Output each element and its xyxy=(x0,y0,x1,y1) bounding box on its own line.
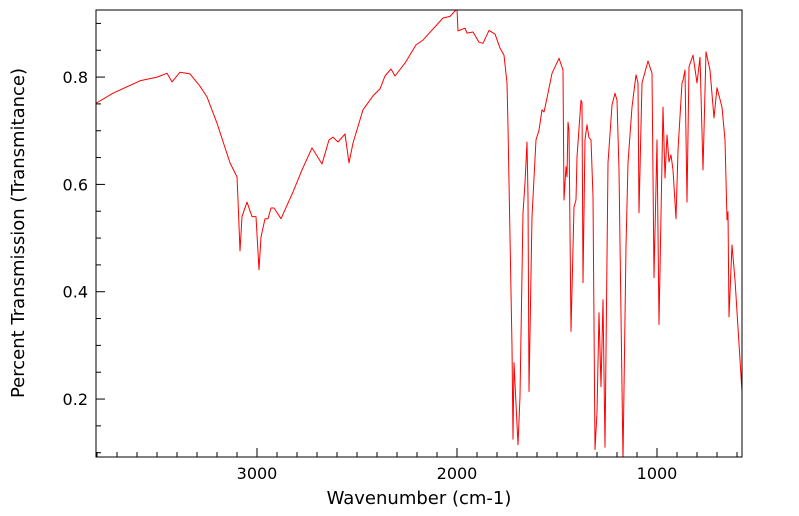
y-tick-label: 0.4 xyxy=(63,283,88,302)
axis-ticks xyxy=(96,22,738,457)
x-tick-label: 1000 xyxy=(637,464,678,483)
plot-frame xyxy=(95,9,743,458)
x-tick-label: 2000 xyxy=(437,464,478,483)
y-tick-label: 0.8 xyxy=(63,68,88,87)
y-axis-title: Percent Transmission (Transmitance) xyxy=(8,68,29,398)
spectrum-line xyxy=(96,10,742,457)
y-tick-label: 0.6 xyxy=(63,175,88,194)
x-axis-title: Wavenumber (cm-1) xyxy=(327,488,512,509)
x-tick-label: 3000 xyxy=(237,464,278,483)
axis-tick-labels: 3000 2000 1000 0.2 0.4 0.6 0.8 xyxy=(63,68,678,483)
y-tick-label: 0.2 xyxy=(63,390,88,409)
